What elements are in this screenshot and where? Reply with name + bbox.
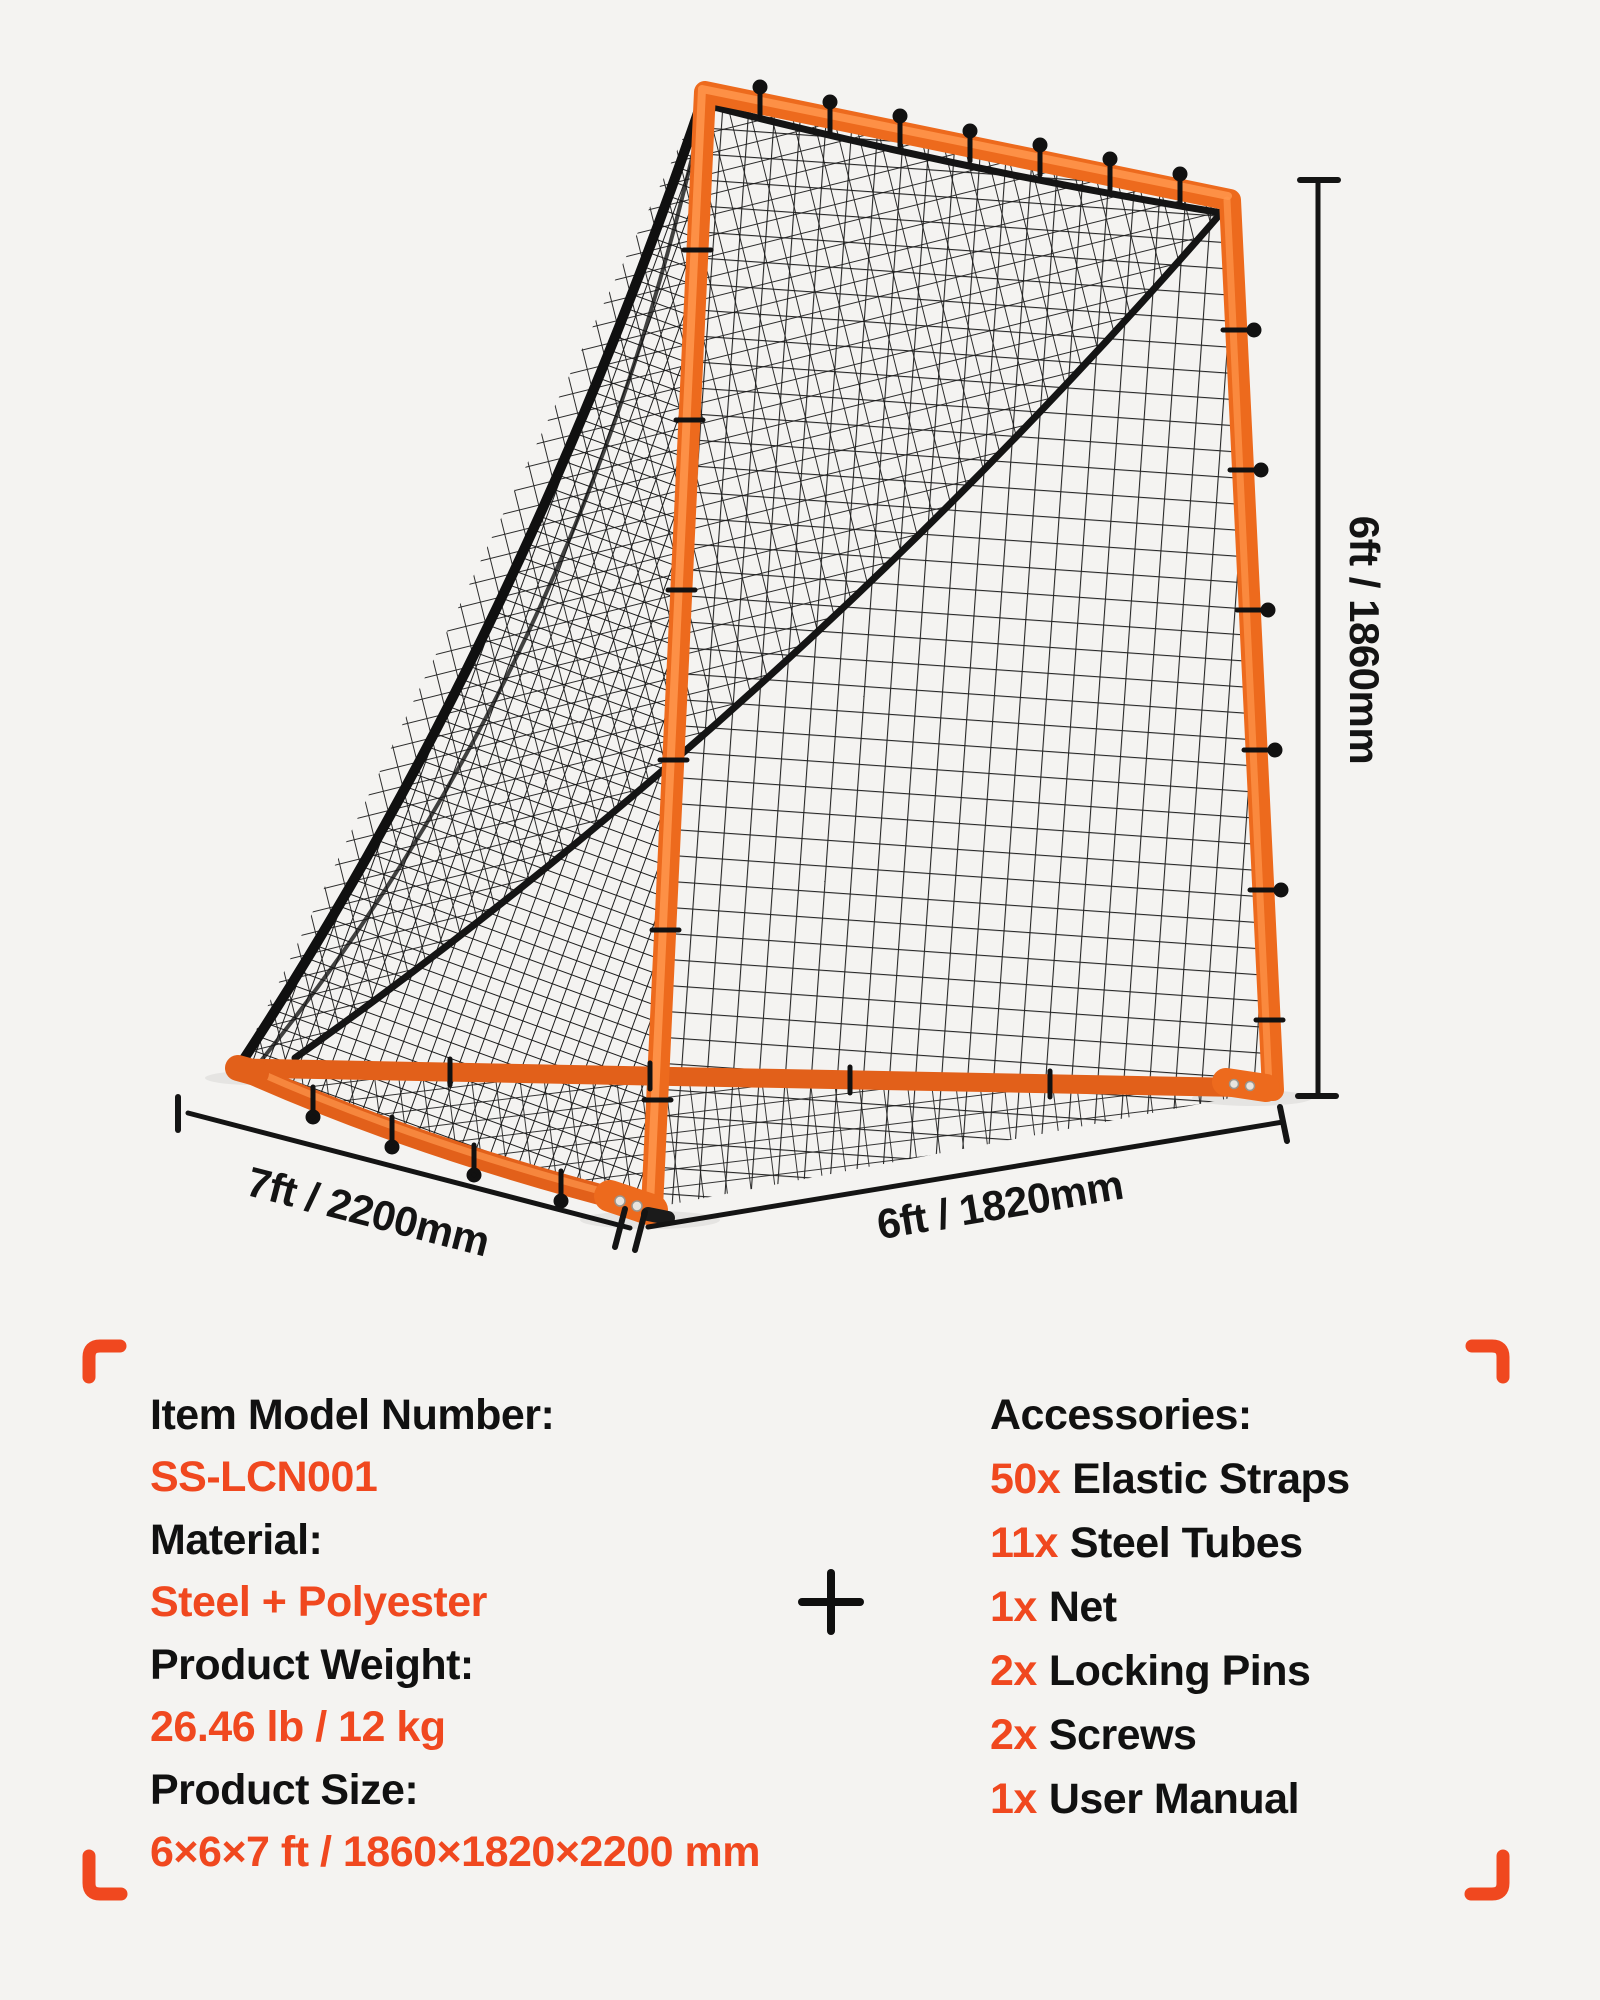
accessory-name: Elastic Straps (1072, 1454, 1350, 1503)
accessory-qty: 2x (990, 1646, 1037, 1695)
accessory-item: 11x Steel Tubes (990, 1511, 1350, 1575)
corner-bracket-top-left (82, 1339, 127, 1384)
accessory-name: Locking Pins (1048, 1646, 1311, 1695)
corner-bracket-top-right (1465, 1339, 1510, 1384)
corner-bracket-bottom-right (1464, 1849, 1510, 1901)
corner-bracket-bottom-left (82, 1849, 128, 1901)
dimension-lines (175, 177, 1341, 1253)
spec-value: 6×6×7 ft / 1860×1820×2200 mm (150, 1828, 761, 1877)
accessory-item: 2x Locking Pins (990, 1639, 1350, 1703)
accessory-name: User Manual (1048, 1774, 1300, 1823)
strap-ties (305, 79, 1289, 1209)
dimension-line-width (632, 1104, 1290, 1253)
plus-icon (798, 1569, 864, 1635)
spec-label: Product Weight: (150, 1640, 474, 1689)
accessory-item: 1x Net (990, 1575, 1350, 1639)
dimension-label-height: 6ft / 1860mm (1341, 515, 1388, 765)
accessories-list: Accessories: 50x Elastic Straps 11x Stee… (990, 1383, 1350, 1831)
spec-list: Item Model Number: SS-LCN001 Material: S… (150, 1384, 761, 1884)
accessory-qty: 1x (990, 1582, 1037, 1631)
corner-brackets (82, 1339, 1510, 1901)
goal-frame (225, 81, 1284, 1226)
spec-value: Steel + Polyester (150, 1578, 487, 1627)
accessory-qty: 50x (990, 1454, 1061, 1503)
accessory-qty: 11x (990, 1518, 1058, 1567)
foot-screws (614, 1078, 1256, 1212)
spec-value: SS-LCN001 (150, 1453, 378, 1502)
accessory-name: Screws (1048, 1710, 1197, 1759)
spec-label: Product Size: (150, 1765, 419, 1814)
accessory-qty: 2x (990, 1710, 1037, 1759)
accessory-name: Steel Tubes (1069, 1518, 1303, 1567)
net-sail (233, 87, 710, 1208)
accessories-title: Accessories: (990, 1390, 1252, 1439)
accessory-item: 50x Elastic Straps (990, 1447, 1350, 1511)
accessory-qty: 1x (990, 1774, 1037, 1823)
spec-label: Item Model Number: (150, 1390, 555, 1439)
spec-label: Material: (150, 1515, 323, 1564)
dimension-line-depth (175, 1094, 633, 1250)
accessory-name: Net (1048, 1582, 1117, 1631)
dimension-line-height (1295, 177, 1341, 1099)
net-top-edge (709, 102, 1229, 218)
accessory-item: 1x User Manual (990, 1767, 1350, 1831)
spec-value: 26.46 lb / 12 kg (150, 1703, 446, 1752)
accessory-item: 2x Screws (990, 1703, 1350, 1767)
